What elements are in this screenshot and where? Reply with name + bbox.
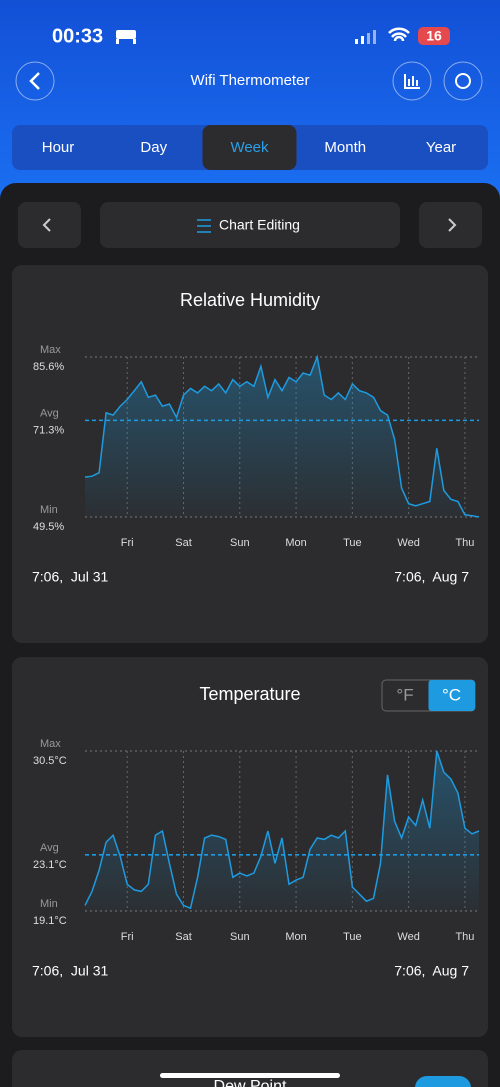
- y-tick-title: Max: [40, 738, 61, 750]
- end-label: 7:06, Aug 7: [394, 569, 469, 585]
- unit-active: [428, 680, 475, 711]
- dew-point-switch[interactable]: [415, 1076, 471, 1087]
- next-card-title: Dew Point: [214, 1078, 287, 1087]
- back-button[interactable]: [15, 61, 55, 101]
- unit-option[interactable]: °C: [442, 685, 461, 704]
- line: [84, 750, 480, 910]
- end-label: 7:06, Aug 7: [394, 963, 469, 979]
- next-icon: [448, 218, 457, 232]
- next-button[interactable]: [419, 202, 482, 248]
- tab[interactable]: Year: [426, 139, 456, 156]
- active-tab: [202, 125, 297, 170]
- chart-title: Temperature: [199, 684, 300, 704]
- wifi-icon: [388, 27, 410, 42]
- x-tick-label: Thu: [455, 537, 474, 549]
- chart-editing-button[interactable]: [100, 202, 400, 248]
- start-label: 7:06, Jul 31: [32, 569, 108, 585]
- back-icon: [29, 72, 40, 90]
- y-tick-title: Avg: [40, 842, 59, 854]
- stats-button[interactable]: [392, 61, 432, 101]
- home-indicator: [160, 1073, 340, 1078]
- x-tick-label: Wed: [397, 537, 419, 549]
- x-tick-label: Mon: [285, 537, 306, 549]
- settings-button[interactable]: [443, 61, 483, 101]
- x-tick-label: Sun: [230, 931, 250, 943]
- x-tick-label: Tue: [343, 537, 362, 549]
- x-tick-label: Thu: [455, 931, 474, 943]
- x-tick-label: Mon: [285, 931, 306, 943]
- toolbar-label: Chart Editing: [219, 217, 300, 233]
- x-tick-label: Sat: [175, 931, 192, 943]
- y-tick-label: 23.1°C: [33, 859, 67, 871]
- tab[interactable]: Month: [324, 139, 366, 156]
- y-tick-title: Min: [40, 898, 58, 910]
- prev-button[interactable]: [18, 202, 81, 248]
- y-tick-label: 71.3%: [33, 424, 64, 436]
- tab[interactable]: Day: [140, 139, 167, 156]
- unit-option[interactable]: °F: [396, 685, 413, 704]
- area: [85, 751, 479, 911]
- tab[interactable]: Hour: [42, 139, 75, 156]
- tab[interactable]: Week: [230, 139, 269, 156]
- line: [84, 354, 480, 518]
- x-tick-label: Tue: [343, 931, 362, 943]
- header-title: Wifi Thermometer: [191, 72, 310, 89]
- y-tick-title: Max: [40, 344, 61, 356]
- y-tick-label: 30.5°C: [33, 755, 67, 767]
- y-tick-label: 85.6%: [33, 361, 64, 373]
- battery-level: 16: [426, 28, 442, 44]
- x-tick-label: Wed: [397, 931, 419, 943]
- clock: 00:33: [52, 25, 103, 47]
- y-tick-label: 49.5%: [33, 521, 64, 533]
- bed-icon: [116, 30, 136, 44]
- stats-icon: [404, 74, 420, 89]
- start-label: 7:06, Jul 31: [32, 963, 108, 979]
- temperature-card: [12, 657, 488, 1037]
- sliders-icon: [197, 219, 211, 233]
- prev-icon: [42, 218, 51, 232]
- y-tick-label: 19.1°C: [33, 915, 67, 927]
- settings-icon: [455, 73, 471, 89]
- x-tick-label: Fri: [121, 931, 134, 943]
- signal-icon: [355, 30, 376, 44]
- battery-icon: [418, 27, 450, 45]
- chart-title: Relative Humidity: [180, 290, 320, 310]
- x-tick-label: Sat: [175, 537, 192, 549]
- y-tick-title: Avg: [40, 407, 59, 419]
- y-tick-title: Min: [40, 504, 58, 516]
- x-tick-label: Fri: [121, 537, 134, 549]
- dew-point-card: [12, 1050, 488, 1087]
- x-tick-label: Sun: [230, 537, 250, 549]
